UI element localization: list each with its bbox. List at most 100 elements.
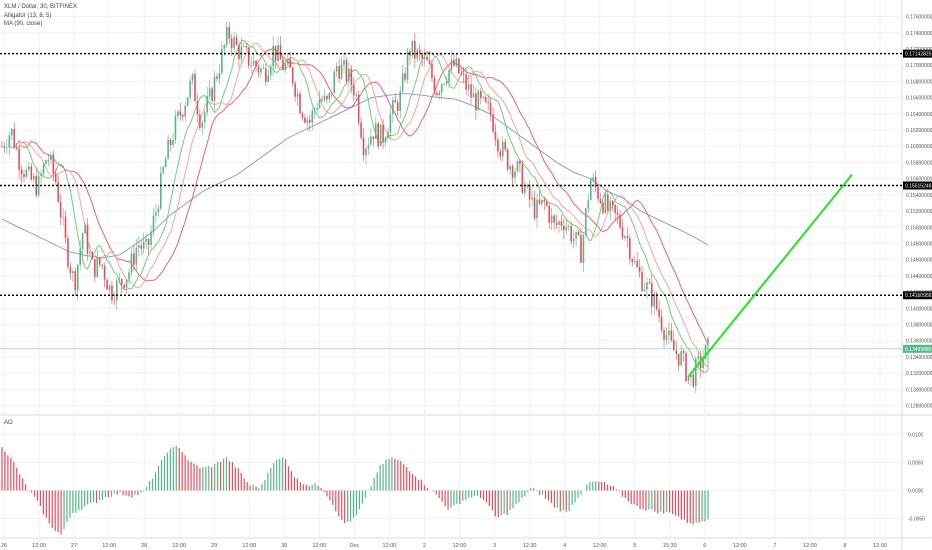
candle-body bbox=[651, 283, 653, 307]
candle-body bbox=[321, 99, 323, 101]
candle-body bbox=[509, 166, 511, 170]
candle-body bbox=[707, 338, 709, 345]
candle-body bbox=[387, 132, 389, 139]
candle-body bbox=[428, 60, 431, 64]
candle-body bbox=[74, 271, 77, 291]
candle-body bbox=[633, 260, 636, 262]
candle-body bbox=[316, 108, 318, 110]
candle-body bbox=[230, 38, 233, 48]
candle-body bbox=[157, 208, 160, 213]
candle-body bbox=[150, 231, 152, 246]
current-price-label: 0.13499885 bbox=[905, 347, 932, 353]
candle-body bbox=[28, 166, 30, 170]
candle-body bbox=[511, 166, 514, 178]
candle-body bbox=[86, 224, 89, 254]
candle-body bbox=[64, 216, 67, 239]
candle-body bbox=[311, 111, 314, 123]
ao-panel-label: AO bbox=[4, 420, 13, 426]
candle-body bbox=[194, 73, 196, 102]
candle-body bbox=[472, 93, 475, 98]
candle-body bbox=[299, 93, 301, 114]
candle-body bbox=[162, 167, 165, 173]
candle-body bbox=[252, 60, 255, 66]
candle-body bbox=[309, 119, 311, 123]
candle-body bbox=[668, 330, 670, 336]
y-tick-label: 0.16800000 bbox=[906, 79, 932, 85]
candle-body bbox=[550, 215, 553, 223]
ao-tick-label: -0.0050 bbox=[908, 516, 925, 522]
candle-body bbox=[245, 45, 248, 48]
candle-body bbox=[421, 53, 423, 60]
ao-tick-label: 0.0100 bbox=[908, 433, 924, 439]
candle-body bbox=[145, 239, 147, 242]
x-tick-label: 12:00 bbox=[733, 543, 747, 549]
candle-body bbox=[96, 257, 99, 277]
x-tick-label: 6 bbox=[703, 543, 706, 549]
candle-body bbox=[367, 144, 370, 149]
candle-body bbox=[340, 64, 343, 79]
candle-body bbox=[25, 169, 28, 177]
candle-body bbox=[223, 44, 226, 49]
candle-body bbox=[208, 88, 211, 97]
y-tick-label: 0.13400000 bbox=[906, 355, 932, 361]
alligator-lips-line bbox=[9, 39, 709, 373]
candle-body bbox=[267, 75, 270, 82]
candle-body bbox=[594, 177, 597, 188]
candle-body bbox=[392, 99, 394, 115]
candle-body bbox=[592, 177, 594, 180]
candle-body bbox=[1, 146, 3, 148]
candle-body bbox=[653, 293, 656, 307]
candle-body bbox=[506, 149, 509, 170]
candle-body bbox=[125, 279, 128, 289]
candle-body bbox=[692, 374, 695, 387]
x-tick-label: 30 bbox=[281, 543, 287, 549]
candle-body bbox=[106, 279, 108, 290]
candle-body bbox=[438, 92, 441, 96]
candle-body bbox=[677, 353, 680, 366]
candle-body bbox=[646, 282, 648, 290]
trendline[interactable] bbox=[687, 173, 853, 378]
candle-body bbox=[426, 56, 428, 61]
level-price-tag bbox=[903, 49, 932, 58]
candle-body bbox=[189, 80, 191, 98]
candle-body bbox=[103, 265, 106, 280]
candle-body bbox=[465, 74, 467, 90]
candle-body bbox=[233, 37, 235, 48]
candle-body bbox=[636, 260, 638, 268]
candle-body bbox=[482, 96, 485, 98]
y-tick-label: 0.17400000 bbox=[906, 31, 932, 37]
alligator-teeth-line bbox=[14, 43, 709, 369]
x-tick-label: 12:00 bbox=[453, 543, 467, 549]
y-tick-label: 0.16600000 bbox=[906, 96, 932, 102]
horizontal-levels[interactable]: 0.17142825 0.15515248 0.14160958 0.13499885 bbox=[0, 49, 932, 353]
y-tick-label: 0.15600000 bbox=[906, 177, 932, 183]
y-tick-label: 0.12800000 bbox=[906, 404, 932, 410]
candle-body bbox=[228, 27, 230, 39]
candle-body bbox=[643, 289, 646, 291]
x-tick-label: 15:30 bbox=[663, 543, 677, 549]
candle-body bbox=[616, 212, 619, 216]
candle-body bbox=[665, 335, 668, 340]
candle-body bbox=[177, 111, 179, 117]
candle-body bbox=[343, 60, 345, 65]
candle-body bbox=[323, 95, 326, 101]
candle-body bbox=[545, 201, 548, 206]
candle-body bbox=[218, 72, 221, 79]
candle-body bbox=[123, 284, 125, 289]
candle-body bbox=[216, 76, 218, 79]
candle-body bbox=[445, 82, 448, 84]
y-tick-label: 0.17000000 bbox=[906, 63, 932, 69]
candle-body bbox=[560, 221, 563, 226]
candle-body bbox=[360, 122, 362, 138]
x-tick-label: 5 bbox=[633, 543, 636, 549]
candle-body bbox=[76, 264, 79, 291]
price-candles[interactable] bbox=[1, 21, 709, 394]
candle-body bbox=[40, 173, 42, 176]
candle-body bbox=[467, 84, 470, 90]
y-tick-label: 0.13600000 bbox=[906, 339, 932, 345]
level-price-tag bbox=[903, 181, 932, 190]
current-price-tag bbox=[903, 344, 932, 353]
candle-body bbox=[91, 252, 94, 260]
candle-body bbox=[379, 124, 382, 147]
